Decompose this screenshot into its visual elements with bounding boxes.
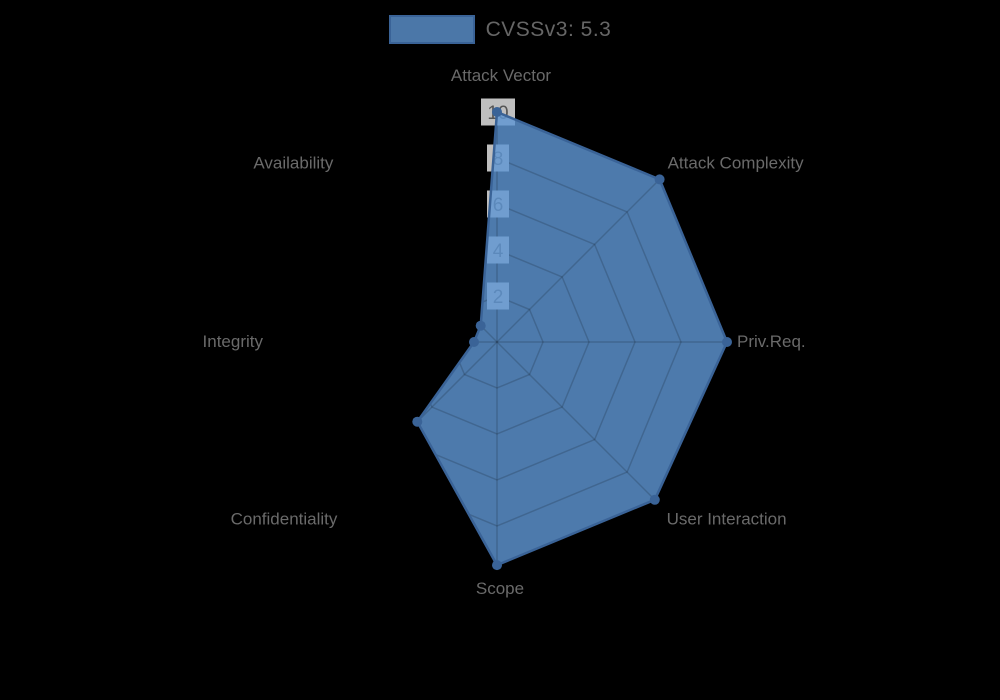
grid-ring [312, 157, 682, 527]
grid-ring [358, 203, 636, 481]
data-point-user-interaction[interactable] [649, 494, 660, 505]
data-point-attack-complexity[interactable] [654, 174, 665, 185]
legend-label: CVSSv3: 5.3 [485, 18, 612, 41]
grid-ring [404, 249, 590, 435]
axis-label-user-interaction: User Interaction [667, 510, 787, 529]
axis-spoke [496, 178, 661, 343]
axis-label-confidentiality: Confidentiality [231, 510, 338, 529]
legend-swatch [388, 15, 475, 44]
axis-label-scope: Scope [476, 579, 524, 598]
data-point-attack-vector[interactable] [492, 107, 502, 117]
data-point-integrity[interactable] [469, 337, 479, 347]
data-point-availability[interactable] [475, 320, 486, 331]
axis-label-availability: Availability [253, 153, 334, 172]
data-point-scope[interactable] [492, 560, 502, 571]
data-point-priv-req[interactable] [722, 337, 732, 347]
axis-label-attack-complexity: Attack Complexity [668, 153, 805, 172]
axis-label-priv-req: Priv.Req. [737, 332, 806, 351]
grid-ring [450, 295, 544, 389]
legend-item[interactable]: CVSSv3: 5.3 [0, 15, 1000, 44]
axis-label-attack-vector: Attack Vector [451, 66, 551, 85]
data-point-confidentiality[interactable] [412, 416, 423, 427]
axis-label-integrity: Integrity [203, 332, 264, 351]
axis-spoke [496, 341, 661, 506]
data-polygon-fill [417, 112, 727, 566]
axis-spoke [333, 178, 498, 343]
